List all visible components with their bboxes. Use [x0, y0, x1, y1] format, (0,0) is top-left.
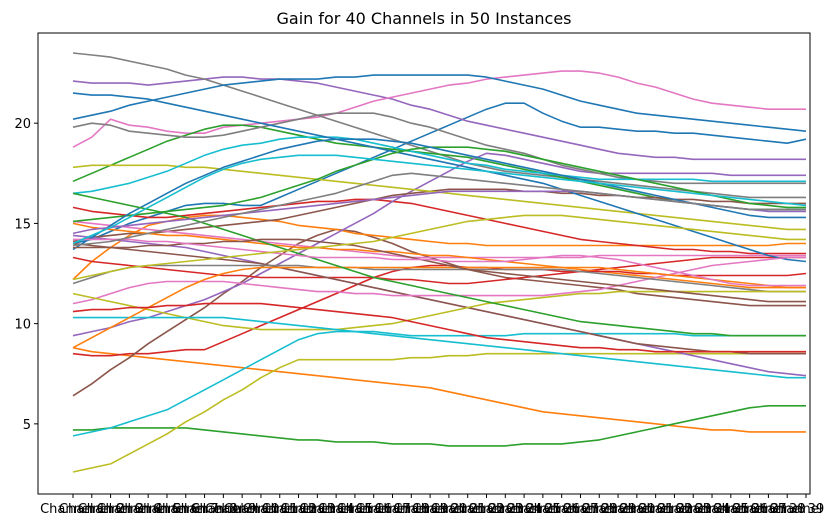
x-tick-label: Channel 1 — [40, 502, 106, 517]
series-line-30 — [73, 316, 806, 379]
x-tick-label: Channel 12 — [243, 502, 317, 517]
series-line-23 — [72, 146, 806, 223]
x-tick-label: Channel 19 — [374, 502, 448, 517]
series-line-37 — [73, 238, 806, 287]
plot-area — [38, 33, 810, 494]
series-line-27 — [72, 256, 806, 305]
x-tick-label: Channel 34 — [656, 502, 730, 517]
series-line-39 — [72, 214, 806, 281]
x-tick-label: Channel 26 — [506, 502, 580, 517]
y-tick-label: 15 — [14, 217, 31, 232]
series-line-33 — [72, 192, 806, 337]
x-tick-label: Channel 24 — [468, 502, 542, 517]
series-line-18 — [72, 112, 806, 185]
y-tick-label: 20 — [14, 117, 31, 132]
x-tick-label: Channel 30 — [581, 502, 655, 517]
series-line-14 — [72, 198, 806, 255]
x-tick-label: Channel 33 — [637, 502, 711, 517]
x-tick-label: Channel 15 — [299, 502, 373, 517]
series-line-28 — [72, 264, 806, 293]
series-line-16 — [72, 188, 806, 243]
x-tick-label: Channel 3 — [78, 502, 144, 517]
x-tick-label: Channel 27 — [525, 502, 599, 517]
x-tick-label: Channel 22 — [431, 502, 505, 517]
x-tick-label: Channel 23 — [449, 502, 523, 517]
series-line-5 — [72, 76, 806, 161]
x-tick-label: Channel 17 — [337, 502, 411, 517]
series-line-3 — [73, 404, 806, 447]
plot-frame — [37, 32, 811, 495]
series-line-31 — [72, 138, 806, 251]
x-tick-label: Channel 10 — [205, 502, 279, 517]
x-tick-label: Channel 6 — [134, 502, 200, 517]
series-line-26 — [72, 242, 806, 355]
x-tick-label: Channel 11 — [224, 502, 298, 517]
x-tick-label: Channel 29 — [562, 502, 636, 517]
y-tick-label: 5 — [23, 418, 31, 433]
x-tick-label: Channel 20 — [393, 502, 467, 517]
x-tick-label: Channel 8 — [172, 502, 238, 517]
x-tick-label: Channel 31 — [600, 502, 674, 517]
x-tick-label: Channel 9 — [190, 502, 256, 517]
chart-title: Gain for 40 Channels in 50 Instances — [276, 9, 571, 28]
series-line-32 — [72, 266, 806, 349]
x-tick-label: Channel 38 — [731, 502, 805, 517]
x-tick-label: Channel 39 — [750, 502, 824, 517]
x-tick-label: Channel 28 — [543, 502, 617, 517]
x-tick-label: Channel 32 — [619, 502, 693, 517]
series-line-2 — [72, 346, 806, 433]
series-line-24 — [72, 256, 807, 285]
x-tick-label: Channel 36 — [694, 502, 768, 517]
series-line-12 — [72, 214, 806, 281]
x-tick-label: Channel 14 — [280, 502, 354, 517]
series-line-11 — [72, 74, 807, 132]
series-layer — [72, 52, 807, 473]
series-line-17 — [72, 220, 806, 259]
x-tick-label: Channel 18 — [355, 502, 429, 517]
series-line-22 — [72, 222, 806, 289]
series-line-40 — [72, 154, 807, 245]
x-tick-label: Channel 2 — [59, 502, 125, 517]
series-line-20 — [72, 136, 806, 195]
x-tick-label: Channel 40 — [769, 502, 826, 517]
series-line-38 — [72, 172, 806, 247]
series-line-1 — [72, 102, 807, 245]
x-tick-label: Channel 7 — [153, 502, 219, 517]
x-tick-label: Channel 35 — [675, 502, 749, 517]
y-tick-label: 10 — [14, 318, 31, 333]
x-tick-label: Channel 13 — [262, 502, 336, 517]
series-line-7 — [72, 70, 806, 148]
x-tick-label: Channel 25 — [487, 502, 561, 517]
x-tick-label: Channel 5 — [115, 502, 181, 517]
series-line-34 — [72, 302, 806, 353]
series-line-29 — [72, 290, 806, 331]
x-tick-label: Channel 21 — [412, 502, 486, 517]
x-tick-label: Channel 37 — [713, 502, 787, 517]
series-line-10 — [72, 330, 806, 437]
series-line-36 — [73, 238, 806, 303]
x-tick-label: Channel 4 — [96, 502, 162, 517]
x-tick-label: Channel 16 — [318, 502, 392, 517]
series-line-4 — [72, 256, 806, 357]
